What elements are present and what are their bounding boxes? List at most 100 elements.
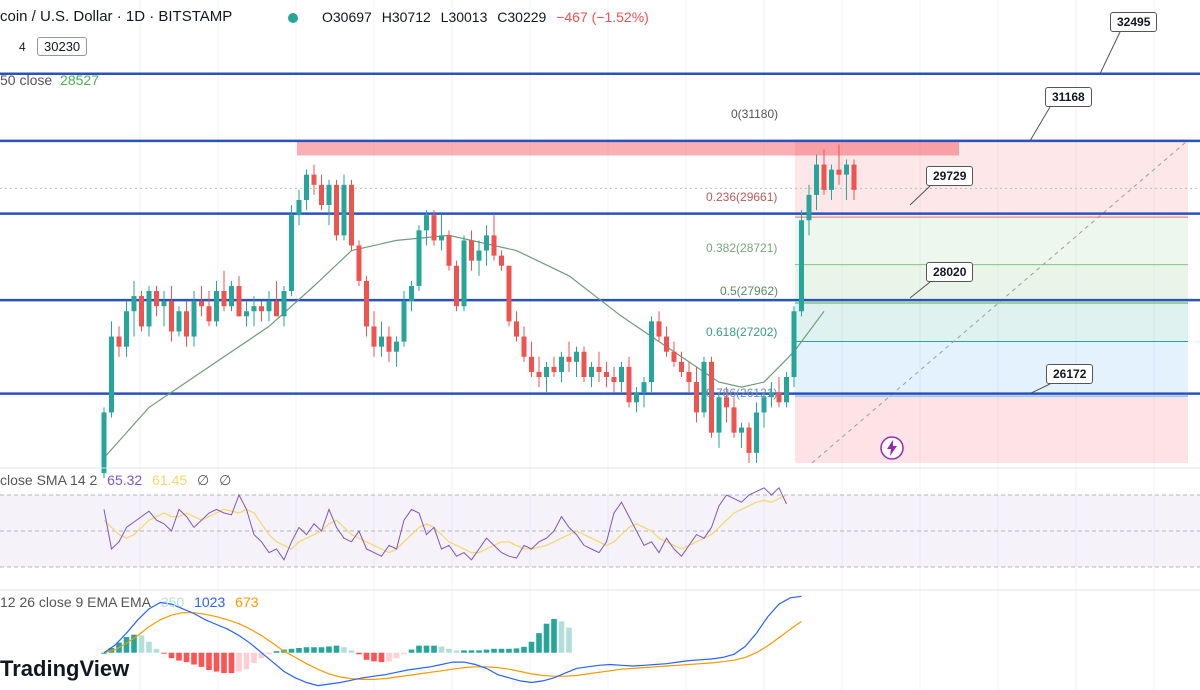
level-callout-26172[interactable]: 26172: [1046, 364, 1094, 384]
candle-body: [499, 255, 504, 266]
macd-histogram-bar: [356, 652, 362, 655]
candle-body: [791, 311, 797, 378]
candle-body: [221, 291, 227, 307]
macd-legend-label: 12 26 close 9 EMA EMA: [0, 594, 151, 610]
level-callout-32495[interactable]: 32495: [1110, 12, 1158, 32]
tradingview-logo: TradingView: [0, 656, 130, 681]
macd-histogram-bar: [221, 652, 227, 674]
macd-histogram-bar: [251, 652, 257, 663]
candle-body: [446, 235, 452, 266]
candle-body: [784, 377, 789, 403]
candle-body: [379, 336, 384, 347]
macd-histogram-bar: [408, 649, 415, 653]
macd-histogram-bar: [131, 634, 137, 653]
candle-body: [491, 235, 497, 256]
macd-histogram-bar: [566, 627, 572, 653]
level-callout-31168[interactable]: 31168: [1045, 87, 1092, 107]
macd-histogram-bar: [528, 641, 535, 653]
candle-body: [656, 321, 662, 337]
macd-histogram-bar: [476, 650, 482, 653]
level-callout-29729[interactable]: 29729: [926, 166, 974, 186]
macd-histogram-bar: [438, 646, 445, 653]
macd-histogram-bar: [123, 637, 130, 653]
market-status-dot-icon: [288, 13, 298, 23]
candle-body: [356, 245, 362, 281]
lot-size-value[interactable]: 4: [19, 40, 26, 54]
macd-histogram-bar: [536, 633, 542, 653]
macd-histogram-bar: [146, 641, 152, 653]
candle-body: [349, 184, 354, 246]
macd-histogram-bar: [401, 652, 407, 655]
candle-body: [326, 184, 332, 206]
callout-pointer: [1029, 383, 1051, 395]
candle-body: [761, 397, 767, 413]
candle-body: [454, 265, 459, 307]
candle-body: [716, 397, 722, 433]
candle-body: [574, 351, 579, 362]
rsi-legend: close SMA 14 2 65.32 61.45 ∅ ∅: [0, 472, 237, 489]
fib-zone-05-0618: [795, 303, 1188, 342]
candle-body: [829, 169, 834, 190]
candle-body: [424, 215, 429, 231]
candle-body: [649, 321, 654, 383]
ma-legend-label: 50 close: [0, 72, 53, 88]
candle-body: [514, 321, 519, 337]
candle-body: [836, 169, 842, 175]
candle-body: [386, 336, 392, 352]
macd-histogram-bar: [498, 648, 505, 653]
candle-body: [319, 184, 324, 206]
macd-histogram-bar: [491, 648, 497, 653]
macd-histogram-bar: [243, 652, 250, 670]
close-value: C30229: [497, 9, 547, 25]
candle-body: [619, 366, 624, 383]
macd-histogram-bar: [138, 635, 145, 653]
callout-pointer: [1099, 31, 1121, 74]
candle-body: [274, 301, 279, 317]
fib-label-0: 0(31180): [731, 107, 779, 121]
ohlc-readout: O30697 H30712 L30013 C30229 −467 (−1.52%…: [322, 9, 655, 25]
macd-histogram-bar: [288, 648, 295, 653]
macd-histogram-bar: [468, 650, 475, 653]
candle-body: [154, 291, 159, 307]
candle-body: [769, 392, 774, 398]
candle-body: [806, 194, 812, 221]
chart-symbol-title: coin / U.S. Dollar · 1D · BITSTAMP: [0, 8, 233, 25]
fib-zone-0382-05: [795, 264, 1188, 304]
candle-body: [281, 291, 287, 317]
candle-body: [799, 220, 804, 312]
candle-body: [544, 366, 549, 378]
macd-line: [103, 595, 802, 687]
fib-label-05: 0.5(27962): [720, 284, 779, 298]
candle-body: [334, 184, 339, 236]
candle-body: [191, 301, 197, 337]
macd-histogram-bar: [266, 652, 272, 655]
rsi-legend-extra-2: ∅: [219, 472, 232, 488]
macd-histogram-bar: [386, 652, 392, 662]
candle-body: [236, 285, 242, 317]
lightning-alert-icon[interactable]: [879, 435, 905, 461]
macd-histogram-bar: [198, 652, 205, 667]
candle-body: [289, 215, 294, 292]
level-callout-28020[interactable]: 28020: [926, 262, 974, 282]
candle-body: [679, 361, 684, 372]
candle-body: [371, 326, 377, 347]
fib-label-0236: 0.236(29661): [706, 190, 778, 204]
macd-histogram-bar: [236, 652, 242, 672]
candle-body: [169, 301, 174, 332]
candle-body: [461, 240, 467, 307]
candle-body: [304, 174, 309, 200]
candle-body: [536, 371, 542, 378]
macd-histogram-bar: [393, 652, 400, 659]
callout-pointer: [1029, 106, 1051, 142]
macd-histogram-bar: [206, 652, 212, 670]
order-price-input[interactable]: 30230: [37, 37, 88, 56]
candle-body: [439, 235, 444, 241]
fib-label-0618: 0.618(27202): [706, 325, 778, 339]
candle-body: [311, 174, 317, 185]
macd-histogram-bar: [423, 645, 430, 653]
candle-body: [686, 371, 692, 383]
candle-body: [244, 311, 249, 317]
macd-histogram-bar: [416, 645, 422, 653]
candle-body: [476, 250, 482, 261]
